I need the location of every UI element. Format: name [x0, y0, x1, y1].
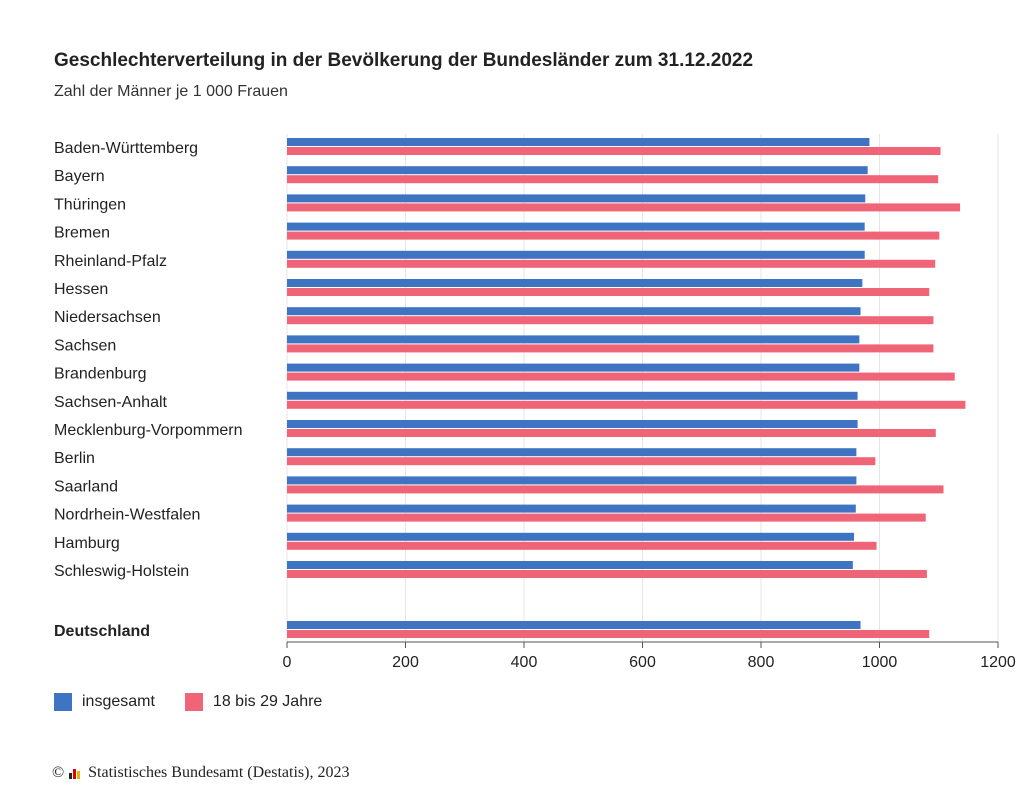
bar-18-29 — [287, 541, 877, 550]
legend: insgesamt 18 bis 29 Jahre — [54, 693, 352, 711]
bar-insgesamt — [287, 166, 868, 175]
bar-18-29 — [287, 630, 930, 638]
bar-insgesamt — [287, 307, 861, 316]
copyright-symbol: © — [52, 764, 65, 781]
bar-18-29 — [287, 429, 936, 437]
source-text: Statistisches Bundesamt (Destatis), 2023 — [88, 764, 350, 781]
category-label: Brandenburg — [54, 366, 147, 383]
bar-18-29 — [287, 316, 934, 325]
category-label: Hamburg — [54, 535, 120, 552]
legend-swatch-insgesamt — [54, 693, 72, 711]
bar-18-29 — [287, 400, 966, 409]
category-label: Deutschland — [54, 623, 150, 640]
bar-18-29 — [287, 231, 940, 240]
bar-18-29 — [287, 372, 955, 381]
bar-insgesamt — [287, 476, 857, 485]
destatis-logo-icon — [68, 766, 82, 780]
bar-insgesamt — [287, 222, 865, 231]
bar-18-29 — [287, 485, 944, 494]
legend-label-18-29: 18 bis 29 Jahre — [212, 693, 323, 710]
bar-18-29 — [287, 288, 930, 296]
bar-insgesamt — [287, 448, 857, 457]
bar-18-29 — [287, 344, 934, 353]
chart-subtitle: Zahl der Männer je 1 000 Frauen — [54, 83, 288, 100]
bar-insgesamt — [287, 279, 863, 287]
bar-insgesamt — [287, 420, 858, 428]
bar-18-29 — [287, 147, 941, 155]
category-label: Bayern — [54, 168, 105, 185]
legend-label-insgesamt: insgesamt — [82, 693, 155, 710]
category-label: Saarland — [54, 478, 118, 495]
bar-insgesamt — [287, 335, 860, 344]
bar-18-29 — [287, 570, 927, 578]
bar-chart: Baden-Württemberg Bayern Thüringen Bremen Rh… — [54, 134, 1016, 671]
bar-insgesamt — [287, 504, 856, 513]
category-label: Baden-Württemberg — [54, 140, 198, 157]
bar-insgesamt — [287, 194, 866, 203]
legend-item-18-29[interactable]: 18 bis 29 Jahre — [184, 693, 323, 711]
bar-insgesamt — [287, 532, 855, 541]
x-tick-label: 400 — [511, 654, 538, 671]
category-label: Schleswig-Holstein — [54, 563, 189, 580]
bar-insgesamt — [287, 138, 870, 146]
bar-18-29 — [287, 513, 926, 522]
category-label: Rheinland-Pfalz — [54, 253, 167, 270]
x-tick-label: 800 — [748, 654, 775, 671]
x-tick-label: 600 — [629, 654, 656, 671]
bar-insgesamt — [287, 561, 853, 569]
bar-18-29 — [287, 259, 936, 268]
legend-item-insgesamt[interactable]: insgesamt — [54, 693, 155, 711]
category-label: Niedersachsen — [54, 309, 161, 326]
chart-title: Geschlechterverteilung in der Bevölkerun… — [54, 50, 754, 71]
category-label: Nordrhein-Westfalen — [54, 507, 200, 524]
category-label: Sachsen-Anhalt — [54, 394, 168, 411]
category-label: Thüringen — [54, 196, 126, 213]
category-label: Berlin — [54, 450, 95, 467]
category-label: Hessen — [54, 281, 108, 298]
source-note: © Statistisches Bundesamt (Destatis), 20… — [52, 764, 349, 782]
legend-swatch-18-29 — [184, 693, 203, 711]
category-label: Sachsen — [54, 337, 116, 354]
bar-insgesamt — [287, 621, 861, 629]
bar-insgesamt — [287, 250, 865, 259]
x-tick-label: 200 — [392, 654, 419, 671]
bar-18-29 — [287, 175, 939, 184]
bar-18-29 — [287, 457, 876, 466]
bar-insgesamt — [287, 391, 858, 400]
bar-insgesamt — [287, 363, 860, 372]
bar-18-29 — [287, 203, 961, 212]
x-tick-label: 1000 — [862, 654, 898, 671]
category-label: Mecklenburg-Vorpommern — [54, 422, 243, 439]
x-tick-label: 1200 — [980, 654, 1016, 671]
x-tick-label: 0 — [283, 654, 292, 671]
category-label: Bremen — [54, 225, 110, 242]
